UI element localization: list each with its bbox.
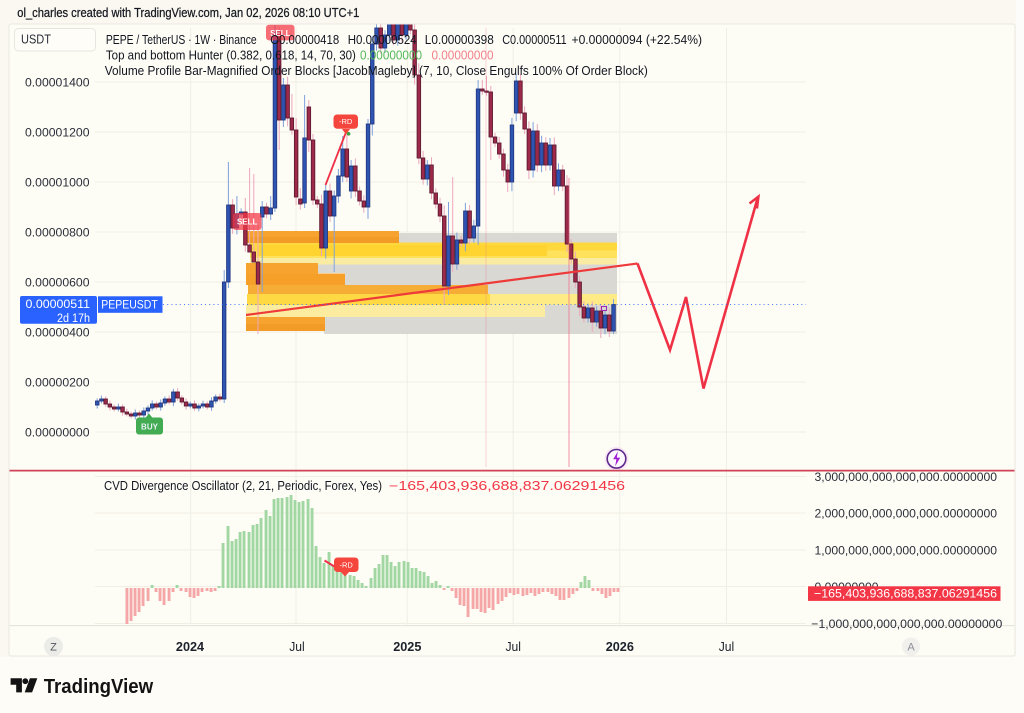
svg-text:0.00000800: 0.00000800 — [25, 225, 90, 239]
svg-text:SELL: SELL — [237, 218, 258, 227]
svg-text:H0.00000524: H0.00000524 — [348, 33, 417, 47]
svg-text:Jul: Jul — [289, 640, 305, 654]
svg-text:0.00000000: 0.00000000 — [25, 425, 90, 439]
svg-text:2024: 2024 — [176, 639, 205, 654]
svg-text:0.00000511: 0.00000511 — [26, 297, 91, 311]
svg-text:PEPE / TetherUS · 1W · Binance: PEPE / TetherUS · 1W · Binance — [106, 33, 257, 47]
svg-text:−165,403,936,688,837.06291456: −165,403,936,688,837.06291456 — [814, 586, 997, 600]
svg-text:0.00000000: 0.00000000 — [432, 49, 494, 63]
svg-text:Jul: Jul — [719, 640, 735, 654]
svg-text:ol_charles created with Tradin: ol_charles created with TradingView.com,… — [17, 5, 359, 20]
svg-text:Jul: Jul — [505, 640, 521, 654]
svg-text:1,000,000,000,000,000.00000000: 1,000,000,000,000,000.00000000 — [815, 543, 998, 557]
svg-text:0.00001400: 0.00001400 — [25, 75, 90, 89]
svg-text:Volume Profile Bar-Magnified O: Volume Profile Bar-Magnified Order Block… — [105, 64, 648, 78]
svg-text:Z: Z — [50, 642, 57, 654]
svg-text:2025: 2025 — [393, 639, 421, 654]
svg-text:0.00000200: 0.00000200 — [25, 375, 90, 389]
svg-text:0.00001000: 0.00001000 — [25, 175, 90, 189]
svg-text:2d 17h: 2d 17h — [57, 311, 90, 325]
svg-text:PEPEUSDT: PEPEUSDT — [101, 298, 158, 312]
svg-text:CVD Divergence Oscillator (2,: CVD Divergence Oscillator (2, 21, Period… — [104, 479, 382, 493]
svg-text:SELL: SELL — [270, 29, 291, 38]
svg-text:0.00000400: 0.00000400 — [25, 325, 90, 339]
svg-text:-RD: -RD — [339, 117, 353, 126]
svg-text:USDT: USDT — [21, 32, 51, 47]
svg-text:0.00000000: 0.00000000 — [360, 49, 422, 63]
svg-text:C0.00000511: C0.00000511 — [502, 33, 567, 47]
svg-text:L0.00000398: L0.00000398 — [425, 33, 494, 47]
svg-text:−165,403,936,688,837.06291456: −165,403,936,688,837.06291456 — [389, 479, 625, 493]
svg-text:0.00001200: 0.00001200 — [25, 125, 90, 139]
svg-text:A: A — [907, 642, 915, 654]
svg-text:0.00000600: 0.00000600 — [25, 275, 90, 289]
svg-text:2026: 2026 — [606, 639, 634, 654]
svg-text:3,000,000,000,000,000.00000000: 3,000,000,000,000,000.00000000 — [815, 470, 998, 484]
svg-text:2,000,000,000,000,000.00000000: 2,000,000,000,000,000.00000000 — [815, 506, 998, 520]
svg-text:BUY: BUY — [141, 423, 159, 432]
svg-text:O0.00000418: O0.00000418 — [270, 33, 339, 47]
svg-text:Top and bottom Hunter (0.382,: Top and bottom Hunter (0.382, 0.618, 14,… — [106, 49, 356, 63]
svg-text:+0.00000094 (+22.54%): +0.00000094 (+22.54%) — [572, 33, 703, 47]
svg-text:-RD: -RD — [340, 561, 354, 570]
svg-text:TradingView: TradingView — [44, 676, 154, 698]
svg-text:−1,000,000,000,000,000.0000000: −1,000,000,000,000,000.00000000 — [811, 617, 1002, 631]
